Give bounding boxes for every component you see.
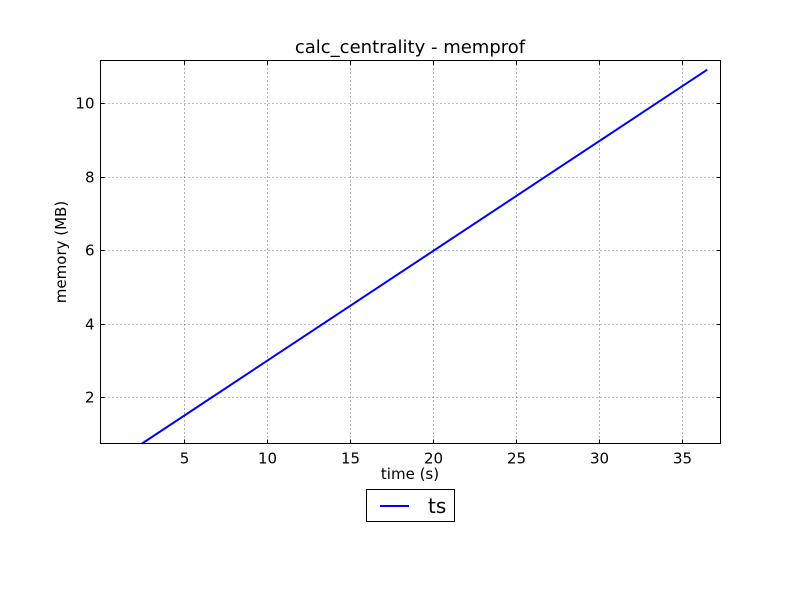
x-tick-label: 5 bbox=[180, 450, 190, 468]
x-tick-label: 30 bbox=[590, 450, 609, 468]
y-axis-title: memory (MB) bbox=[52, 201, 70, 303]
x-axis: 5 10 15 20 25 30 35 bbox=[180, 60, 692, 468]
x-tick-label: 25 bbox=[507, 450, 526, 468]
y-axis: 2 4 6 8 10 bbox=[75, 95, 721, 407]
x-tick-label: 15 bbox=[341, 450, 360, 468]
y-tick-label: 4 bbox=[85, 316, 95, 334]
chart-title: calc_centrality - memprof bbox=[295, 37, 526, 58]
y-tick-label: 8 bbox=[85, 169, 95, 187]
grid bbox=[100, 60, 721, 444]
y-tick-label: 10 bbox=[75, 95, 94, 113]
x-tick-label: 20 bbox=[424, 450, 443, 468]
x-axis-title: time (s) bbox=[381, 465, 439, 483]
plot-frame bbox=[100, 60, 721, 444]
y-tick-label: 6 bbox=[85, 242, 95, 260]
x-tick-label: 35 bbox=[673, 450, 692, 468]
y-tick-label: 2 bbox=[85, 389, 95, 407]
legend: ts bbox=[366, 489, 455, 522]
legend-label-ts: ts bbox=[428, 494, 446, 518]
series-line-ts bbox=[141, 68, 708, 445]
x-tick-label: 10 bbox=[258, 450, 277, 468]
plot-area bbox=[141, 68, 708, 445]
